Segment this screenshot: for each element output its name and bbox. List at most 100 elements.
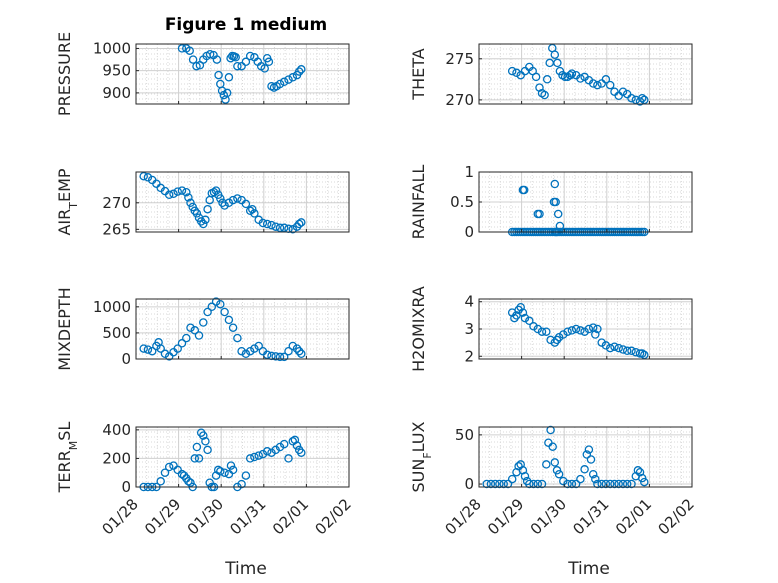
data-point: [591, 474, 600, 484]
data-point: [559, 476, 568, 486]
data-point: [182, 187, 191, 197]
data-point: [518, 466, 528, 475]
data-point: [614, 479, 623, 489]
data-point: [576, 474, 585, 484]
y-label-subscript: T: [67, 202, 80, 210]
data-point: [250, 344, 259, 353]
data-point: [622, 346, 632, 356]
data-point: [507, 66, 517, 76]
data-point: [495, 479, 504, 489]
data-point: [297, 65, 306, 74]
data-point: [177, 469, 187, 479]
data-point: [184, 193, 193, 202]
data-point: [220, 201, 229, 210]
y-tick-label: 500: [102, 324, 131, 342]
data-point: [220, 307, 229, 317]
data-point: [531, 72, 541, 82]
data-point: [224, 198, 234, 208]
data-point: [139, 171, 148, 181]
data-point: [245, 454, 255, 463]
y-tick-label: 270: [102, 194, 131, 212]
data-point: [279, 223, 289, 233]
data-point: [597, 338, 606, 347]
data-point: [297, 218, 306, 227]
data-point: [279, 352, 289, 362]
y-tick-label: 275: [445, 50, 474, 68]
data-point: [271, 352, 280, 361]
data-point: [576, 326, 585, 335]
data-point: [254, 341, 263, 351]
data-point: [228, 323, 238, 332]
data-point: [627, 479, 636, 489]
y-tick-label: 1000: [93, 298, 131, 316]
data-point: [580, 327, 589, 336]
data-point: [553, 209, 563, 219]
data-point: [147, 346, 157, 356]
data-point: [597, 479, 606, 489]
data-point: [490, 479, 500, 489]
data-point: [177, 44, 187, 53]
data-point: [637, 93, 647, 103]
y-tick-label: 50: [455, 426, 474, 444]
panel-pressure: 900 950 1000 PRESSURE: [55, 32, 350, 116]
data-point: [571, 324, 581, 334]
data-point: [482, 479, 491, 489]
data-point: [542, 75, 552, 84]
data-point: [584, 445, 594, 454]
y-axis-label: TERRMSL: [55, 422, 80, 494]
axes-box: [135, 298, 350, 360]
data-point: [593, 324, 602, 334]
data-point: [216, 299, 225, 309]
panel-theta: 270 275 THETA: [409, 43, 693, 109]
data-point: [560, 72, 570, 82]
data-point: [199, 219, 208, 229]
data-point: [294, 67, 304, 76]
data-point: [250, 452, 259, 462]
data-point: [169, 461, 178, 470]
data-point: [288, 437, 298, 446]
y-tick-label: 265: [102, 220, 131, 238]
data-point: [275, 79, 285, 89]
data-point: [548, 442, 557, 451]
data-point: [565, 70, 575, 80]
data-point: [288, 341, 298, 351]
data-point: [233, 194, 242, 203]
data-point: [614, 343, 623, 353]
data-point: [237, 61, 246, 71]
data-point: [486, 479, 496, 489]
data-point: [264, 57, 274, 67]
data-point: [537, 479, 547, 489]
data-point: [529, 479, 538, 489]
panel-mixdepth: 0 500 1000 MIXDEPTH: [55, 287, 350, 371]
data-point: [601, 75, 611, 84]
data-point: [292, 344, 302, 353]
axes-box: [135, 426, 350, 488]
data-point: [177, 339, 187, 348]
data-point: [284, 75, 293, 84]
data-point: [169, 189, 178, 199]
data-point: [588, 79, 598, 88]
data-point: [194, 454, 204, 463]
data-point: [156, 477, 165, 486]
data-point: [164, 462, 174, 472]
data-point: [185, 46, 194, 55]
y-label-subscript: M: [67, 441, 80, 451]
data-point: [567, 326, 577, 335]
data-point: [156, 344, 165, 353]
data-point: [535, 209, 544, 219]
data-point: [245, 51, 255, 61]
data-point: [241, 471, 251, 480]
data-point: [214, 70, 223, 80]
data-point: [237, 346, 246, 356]
data-point: [507, 474, 517, 484]
data-point: [245, 206, 255, 216]
data-point: [637, 473, 647, 483]
y-tick-label: 900: [102, 84, 131, 102]
data-point: [173, 465, 182, 475]
data-point: [192, 442, 202, 452]
data-point: [205, 478, 214, 487]
data-point: [297, 448, 306, 457]
data-point: [567, 69, 577, 78]
data-point: [610, 479, 619, 489]
